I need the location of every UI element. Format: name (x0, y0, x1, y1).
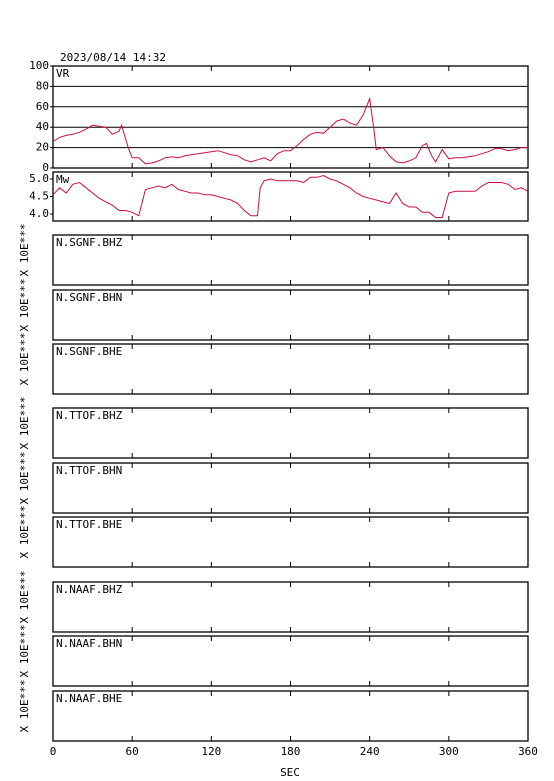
panel-label: N.TTOF.BHE (56, 518, 122, 531)
y-axis-label: X 10E*** (18, 452, 31, 505)
timestamp: 2023/08/14 14:32 (60, 51, 166, 64)
x-tick-label: 240 (360, 745, 380, 758)
y-tick-label: 5.0 (29, 172, 49, 185)
panel-label: VR (56, 67, 70, 80)
y-axis-label: X 10E*** (18, 625, 31, 678)
y-axis-label: X 10E*** (18, 279, 31, 332)
y-tick-label: 0 (42, 161, 49, 174)
panel-label: N.SGNF.BHN (56, 291, 122, 304)
x-axis-label: SEC (280, 766, 300, 779)
y-axis-label: X 10E*** (18, 680, 31, 733)
x-tick-label: 0 (50, 745, 57, 758)
y-tick-label: 40 (36, 120, 49, 133)
y-tick-label: 20 (36, 141, 49, 154)
y-tick-label: 4.5 (29, 190, 49, 203)
data-line (52, 96, 528, 165)
y-axis-label: X 10E*** (18, 397, 31, 450)
y-axis-label: X 10E*** (18, 571, 31, 624)
panel-label: N.NAAF.BHN (56, 637, 122, 650)
data-line (52, 174, 529, 218)
panel-frame (52, 65, 529, 169)
y-axis-label: X 10E*** (18, 506, 31, 559)
panel-label: N.TTOF.BHZ (56, 409, 123, 422)
panel-frame (52, 581, 529, 633)
y-axis-label: X 10E*** (18, 224, 31, 277)
y-tick-label: 100 (29, 59, 49, 72)
panel-frame (52, 690, 529, 742)
panel-frame (52, 407, 529, 459)
y-tick-label: 4.0 (29, 207, 49, 220)
panel-frame (52, 289, 529, 341)
panel-frame (52, 462, 529, 514)
x-tick-label: 180 (281, 745, 301, 758)
panel-label: N.SGNF.BHZ (56, 236, 123, 249)
x-tick-label: 360 (518, 745, 538, 758)
x-tick-label: 60 (126, 745, 139, 758)
y-tick-label: 60 (36, 100, 49, 113)
panel-label: Mw (56, 173, 70, 186)
panel-frame (52, 234, 529, 286)
panel-frame (52, 635, 529, 687)
x-tick-label: 300 (439, 745, 459, 758)
y-tick-label: 80 (36, 79, 49, 92)
y-axis-label: X 10E*** (18, 333, 31, 386)
panel-label: N.NAAF.BHZ (56, 583, 123, 596)
panel-label: N.TTOF.BHN (56, 464, 122, 477)
panel-frame (52, 171, 529, 222)
panel-frame (52, 343, 529, 395)
panel-label: N.SGNF.BHE (56, 345, 122, 358)
panel-frame (52, 516, 529, 568)
panel-label: N.NAAF.BHE (56, 692, 122, 705)
x-tick-label: 120 (201, 745, 221, 758)
